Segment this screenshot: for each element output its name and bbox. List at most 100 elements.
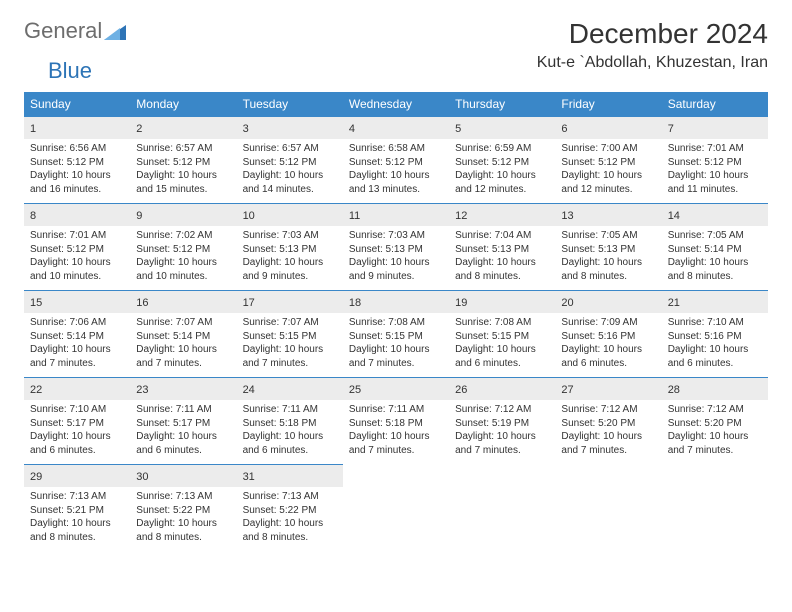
sunrise-line: Sunrise: 7:06 AM (30, 316, 124, 330)
day-number-row: 13 (555, 203, 661, 226)
month-title: December 2024 (537, 18, 768, 50)
day-details: Sunrise: 7:13 AMSunset: 5:21 PMDaylight:… (30, 490, 124, 544)
sunrise-line: Sunrise: 7:12 AM (668, 403, 762, 417)
daylight-line: Daylight: 10 hours and 7 minutes. (349, 343, 443, 370)
day-cell: 2Sunrise: 6:57 AMSunset: 5:12 PMDaylight… (130, 116, 236, 203)
sunset-line: Sunset: 5:13 PM (243, 243, 337, 257)
empty-cell (555, 464, 661, 551)
day-details: Sunrise: 7:03 AMSunset: 5:13 PMDaylight:… (349, 229, 443, 283)
sunset-line: Sunset: 5:15 PM (243, 330, 337, 344)
title-block: December 2024 Kut-e `Abdollah, Khuzestan… (537, 18, 768, 72)
day-details: Sunrise: 7:07 AMSunset: 5:14 PMDaylight:… (136, 316, 230, 370)
calendar-row: 1 Sunrise: 6:56 AMSunset: 5:12 PMDaylight… (24, 116, 768, 203)
day-number: 11 (349, 210, 360, 222)
calendar-cell: 24Sunrise: 7:11 AMSunset: 5:18 PMDayligh… (237, 377, 343, 464)
sunset-line: Sunset: 5:14 PM (30, 330, 124, 344)
daylight-line: Daylight: 10 hours and 11 minutes. (668, 169, 762, 196)
sunrise-line: Sunrise: 7:13 AM (243, 490, 337, 504)
calendar-cell: 12Sunrise: 7:04 AMSunset: 5:13 PMDayligh… (449, 203, 555, 290)
daylight-line: Daylight: 10 hours and 13 minutes. (349, 169, 443, 196)
sunset-line: Sunset: 5:12 PM (136, 156, 230, 170)
daylight-line: Daylight: 10 hours and 7 minutes. (455, 430, 549, 457)
day-cell: 13Sunrise: 7:05 AMSunset: 5:13 PMDayligh… (555, 203, 661, 290)
day-cell: 22Sunrise: 7:10 AMSunset: 5:17 PMDayligh… (24, 377, 130, 464)
sunset-line: Sunset: 5:20 PM (668, 417, 762, 431)
daylight-line: Daylight: 10 hours and 14 minutes. (243, 169, 337, 196)
sunrise-line: Sunrise: 7:08 AM (455, 316, 549, 330)
day-cell: 27Sunrise: 7:12 AMSunset: 5:20 PMDayligh… (555, 377, 661, 464)
day-cell: 29 Sunrise: 7:13 AMSunset: 5:21 PMDayligh… (24, 464, 130, 551)
day-number: 28 (668, 384, 680, 396)
day-details: Sunrise: 7:06 AMSunset: 5:14 PMDaylight:… (30, 316, 124, 370)
sunrise-line: Sunrise: 7:03 AM (243, 229, 337, 243)
sunset-line: Sunset: 5:12 PM (561, 156, 655, 170)
empty-cell (449, 464, 555, 551)
day-number: 1 (30, 123, 36, 135)
day-number: 24 (243, 384, 255, 396)
sunset-line: Sunset: 5:18 PM (243, 417, 337, 431)
calendar-row: 29 Sunrise: 7:13 AMSunset: 5:21 PMDayligh… (24, 464, 768, 551)
day-number-row: 3 (237, 116, 343, 139)
sunset-line: Sunset: 5:12 PM (455, 156, 549, 170)
calendar-cell: 18Sunrise: 7:08 AMSunset: 5:15 PMDayligh… (343, 290, 449, 377)
day-cell: 23Sunrise: 7:11 AMSunset: 5:17 PMDayligh… (130, 377, 236, 464)
sunrise-line: Sunrise: 7:12 AM (455, 403, 549, 417)
calendar-cell: 10Sunrise: 7:03 AMSunset: 5:13 PMDayligh… (237, 203, 343, 290)
day-number-row: 6 (555, 116, 661, 139)
sunrise-line: Sunrise: 7:13 AM (136, 490, 230, 504)
calendar-cell: 14Sunrise: 7:05 AMSunset: 5:14 PMDayligh… (662, 203, 768, 290)
day-cell: 10Sunrise: 7:03 AMSunset: 5:13 PMDayligh… (237, 203, 343, 290)
calendar-body: 1 Sunrise: 6:56 AMSunset: 5:12 PMDaylight… (24, 116, 768, 551)
day-cell: 15Sunrise: 7:06 AMSunset: 5:14 PMDayligh… (24, 290, 130, 377)
day-cell: 5Sunrise: 6:59 AMSunset: 5:12 PMDaylight… (449, 116, 555, 203)
calendar-cell (343, 464, 449, 551)
sunrise-line: Sunrise: 7:12 AM (561, 403, 655, 417)
day-details: Sunrise: 7:07 AMSunset: 5:15 PMDaylight:… (243, 316, 337, 370)
daylight-line: Daylight: 10 hours and 9 minutes. (243, 256, 337, 283)
daylight-line: Daylight: 10 hours and 6 minutes. (455, 343, 549, 370)
calendar-cell: 8Sunrise: 7:01 AMSunset: 5:12 PMDaylight… (24, 203, 130, 290)
sunrise-line: Sunrise: 7:09 AM (561, 316, 655, 330)
sunset-line: Sunset: 5:13 PM (455, 243, 549, 257)
calendar-row: 8Sunrise: 7:01 AMSunset: 5:12 PMDaylight… (24, 203, 768, 290)
sunset-line: Sunset: 5:14 PM (136, 330, 230, 344)
day-number-row: 22 (24, 377, 130, 400)
day-details: Sunrise: 6:56 AMSunset: 5:12 PMDaylight:… (30, 142, 124, 196)
calendar-cell: 20Sunrise: 7:09 AMSunset: 5:16 PMDayligh… (555, 290, 661, 377)
day-number: 17 (243, 297, 255, 309)
day-number: 25 (349, 384, 361, 396)
sunrise-line: Sunrise: 7:08 AM (349, 316, 443, 330)
daylight-line: Daylight: 10 hours and 7 minutes. (136, 343, 230, 370)
daylight-line: Daylight: 10 hours and 8 minutes. (455, 256, 549, 283)
day-details: Sunrise: 7:09 AMSunset: 5:16 PMDaylight:… (561, 316, 655, 370)
daylight-line: Daylight: 10 hours and 16 minutes. (30, 169, 124, 196)
day-details: Sunrise: 7:12 AMSunset: 5:20 PMDaylight:… (668, 403, 762, 457)
daylight-line: Daylight: 10 hours and 7 minutes. (668, 430, 762, 457)
day-details: Sunrise: 6:57 AMSunset: 5:12 PMDaylight:… (243, 142, 337, 196)
day-number-row: 31 (237, 464, 343, 487)
day-number-row: 27 (555, 377, 661, 400)
day-cell: 6Sunrise: 7:00 AMSunset: 5:12 PMDaylight… (555, 116, 661, 203)
day-details: Sunrise: 7:05 AMSunset: 5:14 PMDaylight:… (668, 229, 762, 283)
day-number: 19 (455, 297, 467, 309)
day-details: Sunrise: 7:03 AMSunset: 5:13 PMDaylight:… (243, 229, 337, 283)
day-number: 5 (455, 123, 461, 135)
day-number: 9 (136, 210, 142, 222)
sunset-line: Sunset: 5:16 PM (561, 330, 655, 344)
day-number-row: 28 (662, 377, 768, 400)
calendar-cell: 29 Sunrise: 7:13 AMSunset: 5:21 PMDayligh… (24, 464, 130, 551)
day-details: Sunrise: 7:08 AMSunset: 5:15 PMDaylight:… (349, 316, 443, 370)
day-number-row: 16 (130, 290, 236, 313)
calendar-cell: 23Sunrise: 7:11 AMSunset: 5:17 PMDayligh… (130, 377, 236, 464)
day-number-row: 29 (24, 464, 130, 487)
day-number-row: 5 (449, 116, 555, 139)
weekday-header: Monday (130, 92, 236, 116)
calendar-cell: 21Sunrise: 7:10 AMSunset: 5:16 PMDayligh… (662, 290, 768, 377)
weekday-header: Wednesday (343, 92, 449, 116)
day-number-row: 9 (130, 203, 236, 226)
sunrise-line: Sunrise: 6:59 AM (455, 142, 549, 156)
day-details: Sunrise: 7:04 AMSunset: 5:13 PMDaylight:… (455, 229, 549, 283)
day-number: 21 (668, 297, 680, 309)
sunset-line: Sunset: 5:22 PM (243, 504, 337, 518)
day-number: 7 (668, 123, 674, 135)
